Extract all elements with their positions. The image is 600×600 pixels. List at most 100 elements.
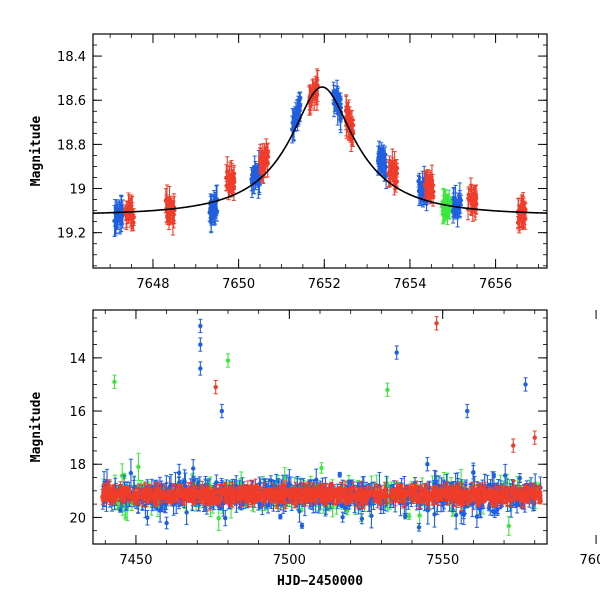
y-tick-label: 18.4 [57,50,86,65]
x-tick-label: 7650 [222,277,255,292]
green-outlier-point [225,353,231,368]
blue-data-point [457,194,463,206]
red-data-point [458,494,463,501]
x-tick-label: 7654 [393,277,426,292]
blue-data-point [145,509,150,526]
x-tick-label: 7550 [426,553,459,568]
red-data-point [350,481,356,495]
green-outlier-point [385,382,390,397]
red-data-point [204,482,209,502]
red-data-point [240,486,245,498]
red-data-point [136,488,142,505]
red-data-point [313,75,318,96]
blue-data-point [335,85,340,99]
red-data-point [309,487,314,501]
red-data-point [162,486,168,501]
red-data-point [408,483,413,501]
x-tick-label: 7450 [119,553,152,568]
blue-data-point [380,162,386,177]
red-outlier-point [532,430,537,445]
red-data-point [445,480,450,499]
blue-data-point [432,500,437,528]
red-data-point [115,489,120,497]
red-data-point [229,486,234,497]
red-data-point [301,493,306,506]
red-data-point [481,486,487,497]
red-data-point [504,492,510,508]
blue-outlier-point [394,345,399,360]
green-data-point [319,462,324,474]
red-data-point [150,491,156,500]
red-data-point [338,492,343,504]
red-data-point [186,487,191,498]
red-data-point [214,491,219,506]
red-data-point [425,169,430,185]
red-data-point [271,489,277,504]
red-data-point [232,489,238,501]
red-data-point [133,492,138,506]
red-data-point [356,491,361,501]
red-data-point [129,205,134,232]
red-data-point [447,486,452,502]
blue-data-point [223,509,228,527]
blue-data-point [450,196,456,224]
y-tick-label: 18 [69,458,86,473]
blue-data-point [176,463,182,483]
red-data-point [383,489,388,501]
red-data-point [280,486,285,505]
red-data-point [473,492,479,505]
red-data-point [331,489,337,499]
red-data-point [295,487,301,503]
red-data-point [477,492,483,504]
red-data-point [260,154,266,183]
red-data-point [471,200,476,212]
red-data-point [389,489,394,504]
red-data-point [176,483,181,502]
red-data-point [250,491,255,498]
red-data-point [198,490,203,502]
blue-data-point [299,522,305,529]
red-data-point [111,484,116,501]
x-tick-label: 7500 [273,553,306,568]
red-data-point [227,172,233,190]
red-data-point [243,486,249,501]
red-data-point [127,493,133,502]
blue-outlier-point [425,457,430,472]
blue-data-point [337,471,342,478]
red-data-point [257,147,263,175]
red-data-point [537,486,543,498]
green-data-point [506,516,512,536]
y-tick-label: 19 [69,183,86,198]
y-tick-label: 20 [69,511,86,526]
red-data-point [182,487,188,506]
blue-data-point [118,507,123,513]
blue-outlier-point [219,403,225,419]
blue-data-point [119,195,124,225]
red-data-point [486,489,492,501]
red-outlier-point [213,379,218,395]
blue-outlier-point [198,337,203,352]
blue-data-point [251,169,256,195]
green-outlier-point [557,444,561,457]
red-data-point [277,494,282,502]
red-data-point [434,485,439,499]
red-data-point [514,484,520,501]
red-data-point [236,486,241,501]
bottom-y-axis-label: Magnitude [29,392,44,463]
y-tick-label: 16 [69,405,86,420]
green-outlier-point [569,436,573,449]
red-data-point [500,486,505,505]
y-tick-label: 18.8 [57,138,86,153]
red-data-point [258,487,263,501]
blue-outlier-point [198,361,203,376]
green-data-point [406,512,412,520]
red-data-point [401,491,407,499]
x-tick-label: 7648 [136,277,169,292]
red-data-point [375,492,380,509]
blue-outlier-point [548,386,552,399]
red-data-point [517,207,523,229]
red-data-point [231,176,237,187]
blue-data-point [164,516,169,530]
blue-data-point [278,513,283,520]
bottom-data-points [100,316,573,536]
